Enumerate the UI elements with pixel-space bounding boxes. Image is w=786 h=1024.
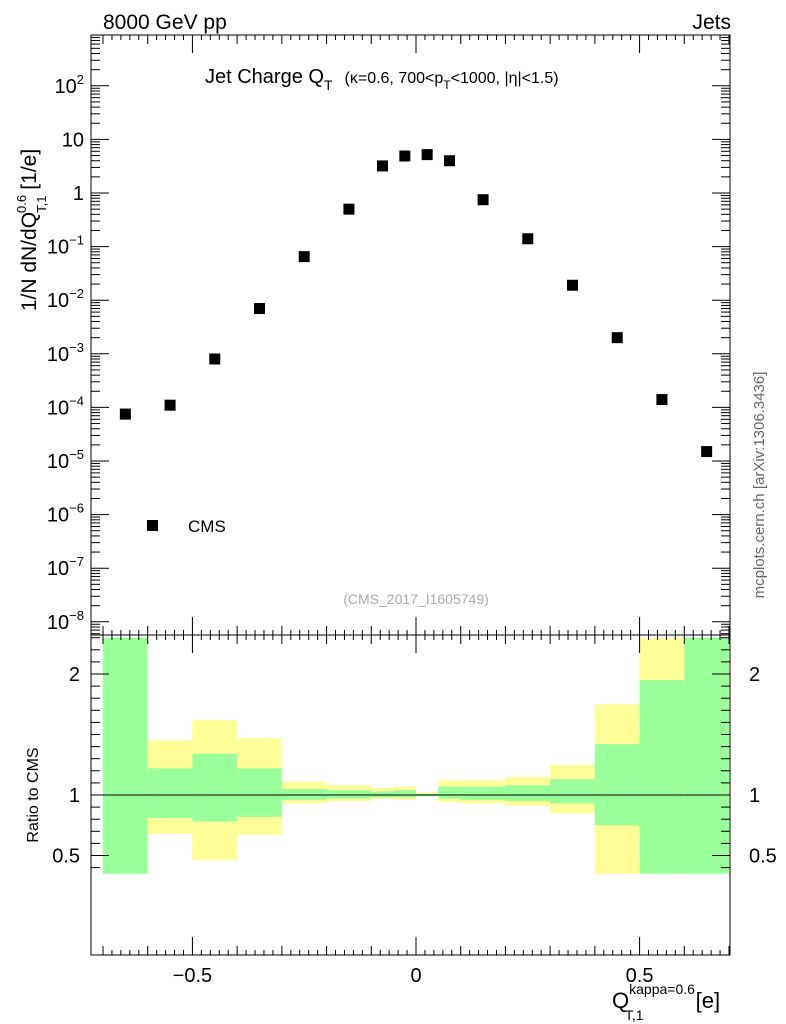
main-y-tick-label: 10 — [62, 129, 84, 151]
ratio-band-inner — [281, 788, 327, 800]
data-point — [119, 408, 131, 420]
analysis-watermark: (CMS_2017_I1605749) — [343, 591, 489, 607]
ratio-band-inner — [237, 768, 282, 817]
x-tick-label: −0.5 — [173, 965, 212, 987]
plot-title-main: Jet Charge Q — [205, 66, 324, 88]
plot-title: Jet Charge QT (κ=0.6, 700<pT<1000, |η|<1.… — [205, 66, 559, 93]
ratio-band-inner — [639, 680, 685, 874]
main-y-tick-label: 10−1 — [47, 233, 84, 259]
main-y-tick-label: 10−8 — [47, 608, 84, 634]
main-y-axis-label-sup: 0.6 — [14, 195, 29, 213]
data-point — [298, 251, 310, 263]
main-y-axis-label-sub: T,1 — [34, 196, 49, 213]
ratio-band-inner — [103, 637, 148, 874]
ratio-panel-frame — [90, 634, 731, 956]
data-point — [254, 303, 265, 315]
legend-label: CMS — [188, 517, 226, 536]
plot-title-detail-sub: T — [443, 78, 451, 92]
main-y-axis-label: 1/N dN/dQ0.6 T,1 [1/e] — [14, 149, 49, 311]
data-point — [376, 160, 388, 172]
x-tick-label: 0 — [410, 965, 421, 987]
main-y-tick-label: 1 — [73, 183, 84, 205]
ratio-y-tick-label: 1 — [69, 785, 80, 807]
main-y-ticks: 10−8 10−7 10−6 10−5 10−4 10−3 10−2 10−1 1 10 102 — [47, 36, 730, 635]
x-axis-label-sup: kappa=0.6 — [629, 981, 695, 997]
ratio-band-inner — [393, 790, 416, 798]
ratio-band-inner — [505, 785, 551, 802]
ratio-panel — [103, 637, 729, 874]
ratio-y-tick-label: 2 — [69, 664, 80, 686]
ratio-y-tick-label-right: 0.5 — [749, 846, 777, 868]
x-axis-label-base: Q — [612, 988, 629, 1013]
ratio-band-inner — [684, 637, 729, 874]
main-y-tick-label: 10−3 — [47, 340, 84, 366]
data-point — [343, 203, 355, 215]
main-y-tick-label: 10−5 — [47, 447, 84, 473]
data-point — [209, 353, 221, 365]
ratio-band-inner — [594, 744, 640, 826]
plot-title-detail-2: <1000, |η|<1.5) — [451, 70, 559, 87]
ratio-band-inner — [147, 768, 193, 818]
ratio-band-inner — [192, 753, 238, 822]
data-point — [656, 394, 668, 406]
main-y-tick-label: 10−4 — [47, 393, 84, 419]
ratio-band-inner — [371, 791, 394, 798]
ratio-y-tick-label: 0.5 — [52, 846, 80, 868]
ratio-band-inner — [550, 779, 595, 804]
x-axis-ticks: −0.5 0 0.5 — [102, 35, 730, 987]
x-axis-label: Qkappa=0.6 T,1 [e] — [612, 981, 720, 1023]
data-point — [522, 233, 534, 245]
ratio-y-axis-label: Ratio to CMS — [25, 747, 42, 842]
data-point — [567, 279, 578, 291]
ratio-band-inner — [326, 790, 372, 799]
data-point — [701, 446, 713, 458]
x-axis-label-unit: [e] — [696, 988, 720, 1013]
main-y-tick-label: 10−6 — [47, 501, 84, 527]
plot-title-main-sub: T — [324, 77, 333, 93]
data-point — [399, 150, 411, 162]
main-panel-frame — [90, 34, 731, 636]
data-point — [611, 332, 623, 344]
ratio-band-inner — [460, 786, 506, 800]
data-point — [444, 155, 456, 167]
x-tick-label: 0.5 — [626, 965, 654, 987]
header-process-label: Jets — [692, 11, 731, 34]
x-axis-label-sub: T,1 — [625, 1007, 644, 1023]
main-data-points — [119, 149, 713, 458]
ratio-band-inner — [438, 786, 461, 799]
main-y-tick-label: 10−7 — [47, 554, 84, 580]
ratio-y-tick-label-right: 2 — [749, 664, 760, 686]
legend-marker — [147, 520, 158, 531]
data-point — [164, 399, 176, 411]
header-collision-label: 8000 GeV pp — [103, 11, 227, 34]
plot-title-detail-1: (κ=0.6, 700<p — [345, 70, 444, 87]
data-point — [477, 194, 489, 206]
main-y-tick-label: 10−2 — [47, 286, 84, 312]
main-y-axis-label-prefix: 1/N dN/dQ — [18, 212, 41, 311]
ratio-y-tick-label-right: 1 — [749, 785, 760, 807]
main-y-axis-label-suffix: [1/e] — [18, 149, 41, 196]
main-y-tick-label: 102 — [55, 72, 84, 98]
data-point — [421, 149, 433, 161]
side-credit: mcplots.cern.ch [arXiv:1306.3436] — [751, 372, 768, 599]
